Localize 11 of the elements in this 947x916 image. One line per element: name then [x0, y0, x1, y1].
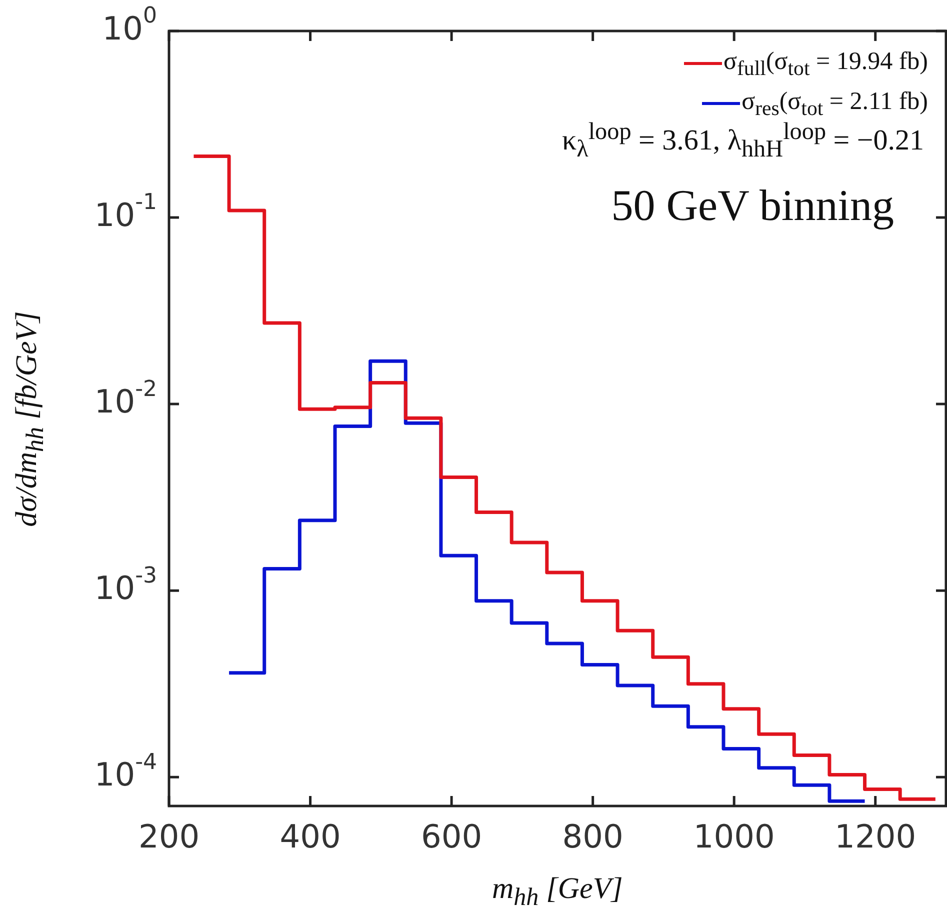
annotation: κ$_{λ}$$^{loop}$ = 3.61, λ$_{hhH}$$^{loop}$ = −0.21 [562, 118, 924, 162]
x-tick-label: 600 [421, 818, 482, 856]
x-tick-label: 800 [562, 818, 624, 856]
legend-label: σ$_{full}$(σ$_{tot}$ = 19.94 fb) [722, 47, 928, 82]
legend-label: σ$_{res}$(σ$_{tot}$ = 2.11 fb) [742, 88, 928, 120]
x-tick-label: 200 [138, 818, 200, 856]
x-tick-label: 400 [280, 818, 341, 856]
x-tick-label: 1000 [693, 818, 775, 856]
x-axis-title: m$_{hh}$ [GeV] [492, 872, 623, 912]
x-tick-label: 1200 [834, 818, 916, 856]
annotation: 50 GeV binning [611, 180, 894, 231]
